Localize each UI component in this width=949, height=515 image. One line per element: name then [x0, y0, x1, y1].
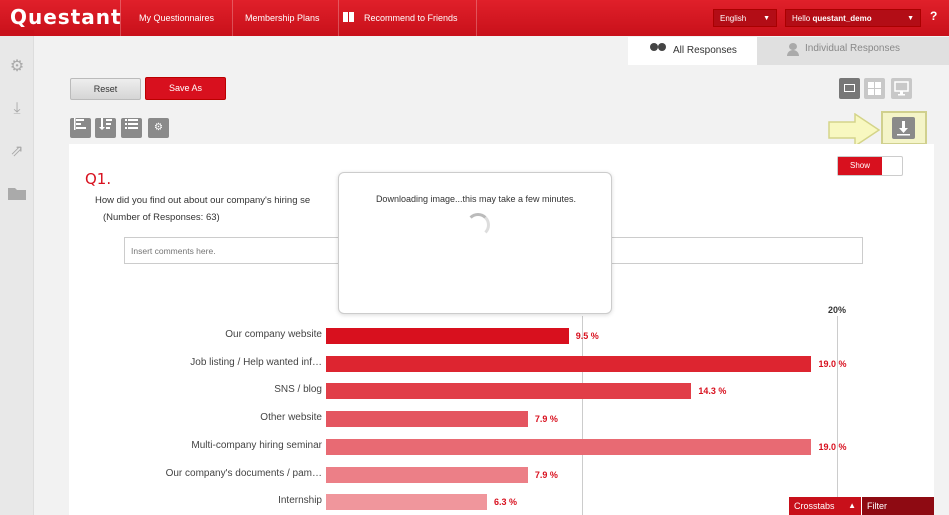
- settings-icon[interactable]: ⚙: [148, 118, 169, 138]
- gridline: [837, 316, 838, 515]
- value-label: 19.0 %: [818, 358, 847, 369]
- crosstabs-label: Crosstabs: [794, 501, 835, 511]
- download-image-button[interactable]: [892, 117, 915, 139]
- users-icon: [650, 43, 668, 54]
- monitor-icon: [894, 81, 909, 96]
- tab-all-responses[interactable]: All Responses: [628, 37, 757, 65]
- reset-button[interactable]: Reset: [70, 78, 141, 100]
- single-view-button[interactable]: [839, 78, 860, 99]
- chevron-up-icon: ▲: [848, 501, 856, 510]
- folder-icon[interactable]: [8, 186, 26, 204]
- value-label: 19.0 %: [818, 441, 847, 452]
- bar[interactable]: [326, 328, 569, 344]
- tab-all-label: All Responses: [673, 45, 737, 56]
- nav-recommend-label: Recommend to Friends: [364, 13, 458, 23]
- arrow-right-icon: [828, 113, 880, 147]
- loading-spinner-icon: [466, 213, 490, 237]
- chevron-down-icon: ▼: [763, 15, 770, 22]
- show-toggle-label: Show: [838, 157, 882, 175]
- value-label: 6.3 %: [493, 497, 517, 508]
- bar[interactable]: [326, 411, 528, 428]
- value-label: 9.5 %: [575, 331, 599, 341]
- download-modal: Downloading image...this may take a few …: [338, 172, 612, 314]
- nav-membership-plans[interactable]: Membership Plans: [227, 0, 339, 36]
- language-dropdown[interactable]: English ▼: [713, 9, 777, 27]
- bar[interactable]: [326, 494, 487, 511]
- single-view-icon: [844, 84, 855, 92]
- question-number: Q1.: [85, 170, 112, 188]
- question-text: How did you find out about our company's…: [95, 195, 311, 206]
- download-icon: [897, 121, 910, 136]
- gridline: [581, 316, 583, 515]
- top-navigation-bar: Questant My Questionnaires Membership Pl…: [0, 0, 949, 36]
- gift-icon: [343, 12, 354, 22]
- left-sidebar: ⚙ ⤓ ⇗: [0, 36, 34, 515]
- list-icon[interactable]: [121, 118, 142, 138]
- language-value: English: [720, 14, 747, 23]
- nav-my-questionnaires[interactable]: My Questionnaires: [120, 0, 234, 36]
- category-label: Multi-company hiring seminar: [191, 439, 322, 451]
- bar[interactable]: [326, 438, 812, 455]
- category-label: SNS / blog: [274, 384, 322, 396]
- value-label: 7.9 %: [534, 414, 558, 425]
- crosstabs-tab[interactable]: Crosstabs ▲: [789, 497, 861, 515]
- download-icon[interactable]: ⤓: [13, 100, 21, 117]
- response-count: (Number of Responses: 63): [103, 212, 220, 223]
- download-image-highlight: [881, 111, 927, 145]
- questant-logo[interactable]: Questant: [10, 5, 122, 29]
- grid-view-icon: [868, 82, 881, 95]
- grid-view-button[interactable]: [864, 78, 885, 99]
- sort-icon[interactable]: [95, 118, 116, 138]
- save-as-button[interactable]: Save As: [145, 77, 226, 100]
- value-label: 14.3 %: [698, 386, 727, 397]
- category-label: Other website: [260, 412, 322, 424]
- username: questant_demo: [812, 14, 872, 23]
- category-label: Job listing / Help wanted inf…: [190, 356, 322, 368]
- download-message: Downloading image...this may take a few …: [375, 194, 577, 204]
- greeting-text: Hello: [792, 14, 813, 23]
- bar[interactable]: [326, 466, 528, 483]
- nav-recommend-to-friends[interactable]: Recommend to Friends: [325, 0, 477, 36]
- category-label: Our company's documents / pam…: [165, 467, 322, 479]
- gear-icon[interactable]: ⚙: [9, 58, 25, 75]
- bar-chart-icon[interactable]: [70, 118, 91, 138]
- category-label: Our company website: [225, 329, 322, 340]
- x-tick-label: 20%: [828, 305, 847, 315]
- show-toggle[interactable]: Show: [837, 156, 903, 176]
- filter-tab[interactable]: Filter: [862, 497, 934, 515]
- tab-individual-responses[interactable]: Individual Responses: [757, 37, 949, 65]
- tab-individual-label: Individual Responses: [805, 43, 901, 54]
- bar[interactable]: [326, 383, 692, 400]
- help-icon[interactable]: ?: [930, 9, 938, 23]
- chevron-down-icon: ▼: [907, 15, 914, 22]
- category-label: Internship: [278, 495, 322, 507]
- value-label: 7.9 %: [534, 469, 558, 480]
- bar[interactable]: [326, 355, 812, 372]
- share-icon[interactable]: ⇗: [10, 143, 24, 160]
- user-icon: [787, 43, 799, 56]
- presentation-view-button[interactable]: [891, 78, 912, 99]
- user-menu-dropdown[interactable]: Hello questant_demo ▼: [785, 9, 921, 27]
